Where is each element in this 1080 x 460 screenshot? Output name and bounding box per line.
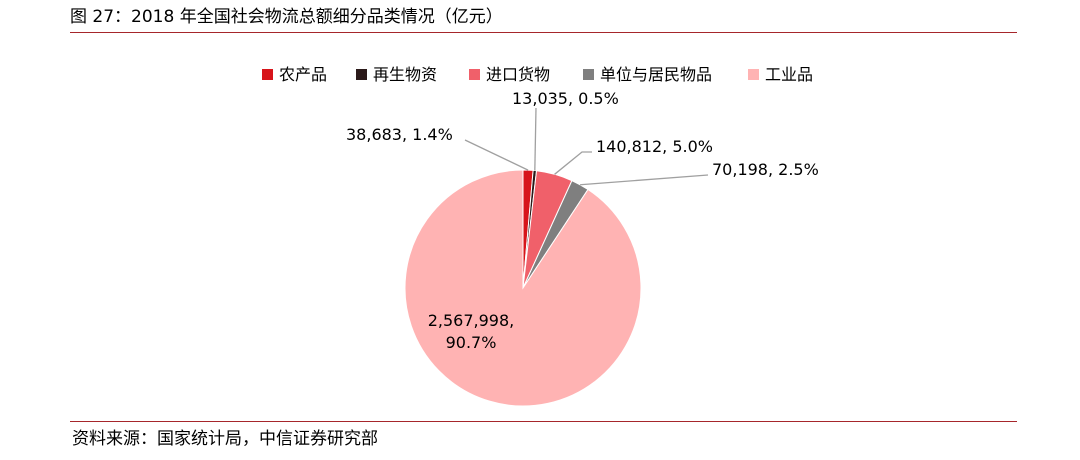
legend-swatch [469,69,480,80]
source-note: 资料来源：国家统计局，中信证券研究部 [72,429,378,449]
legend-label: 进口货物 [486,65,550,84]
leader-line [580,174,709,186]
data-label: 70,198, 2.5% [712,160,819,179]
data-label: 2,567,998, [428,311,515,330]
legend-swatch [262,69,273,80]
data-label: 13,035, 0.5% [512,89,619,108]
leader-line [534,107,537,171]
figure-title: 图 27：2018 年全国社会物流总额细分品类情况（亿元） [70,7,503,27]
data-label: 38,683, 1.4% [346,125,453,144]
data-label: 90.7% [446,333,497,352]
top-rule [70,32,1017,33]
legend-label: 农产品 [279,65,327,84]
bottom-rule [70,421,1017,422]
legend-swatch [583,69,594,80]
legend-label: 工业品 [765,65,813,84]
leader-line [554,151,592,175]
legend-label: 再生物资 [373,65,437,84]
leader-line [464,139,529,171]
legend-swatch [356,69,367,80]
legend-swatch [748,69,759,80]
data-label: 140,812, 5.0% [596,137,713,156]
pie-slice [404,169,642,407]
legend-label: 单位与居民物品 [600,65,712,84]
